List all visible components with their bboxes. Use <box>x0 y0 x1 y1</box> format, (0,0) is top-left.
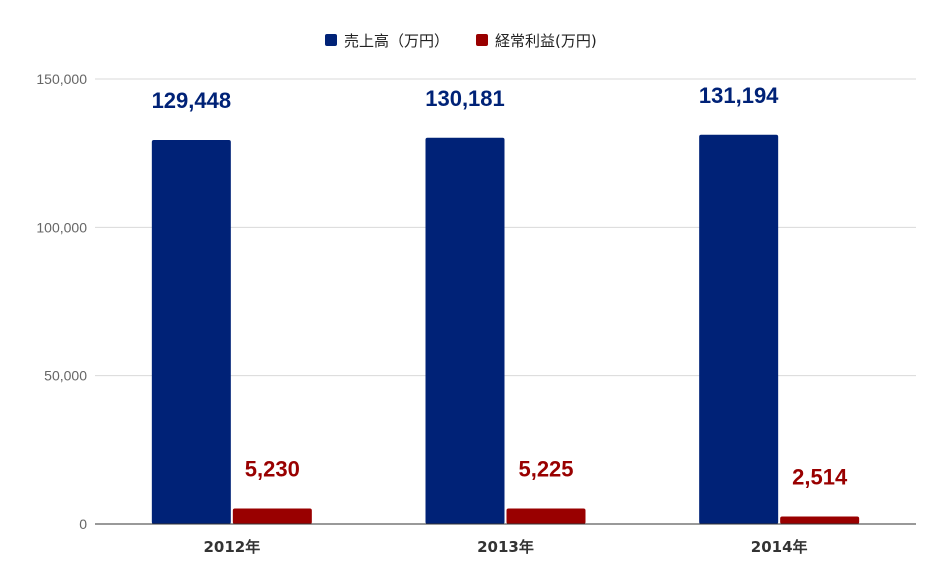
sales-bar <box>151 139 231 524</box>
bars <box>151 134 860 524</box>
gridlines <box>95 78 916 377</box>
x-tick-label: 2013年 <box>477 538 534 556</box>
y-tick-label: 100,000 <box>36 219 87 235</box>
x-axis-labels: 2012年 2013年 2014年 <box>203 538 807 556</box>
ordinary-profit-bar <box>780 516 860 524</box>
sales-bar <box>425 137 505 524</box>
legend-label-ordinary-profit: 経常利益(万円) <box>495 32 597 50</box>
ordinary-profit-bar <box>232 508 312 524</box>
y-tick-label: 0 <box>79 516 87 532</box>
ordinary-profit-data-label: 2,514 <box>792 465 848 490</box>
x-tick-label: 2014年 <box>751 538 808 556</box>
legend-label-sales: 売上高（万円） <box>344 32 449 50</box>
legend-swatch-ordinary-profit <box>476 34 488 46</box>
y-tick-label: 150,000 <box>36 71 87 87</box>
sales-data-label: 130,181 <box>425 86 505 111</box>
legend: 売上高（万円） 経常利益(万円) <box>325 32 597 50</box>
data-labels: 129,448 5,230 130,181 5,225 131,194 2,514 <box>152 83 848 490</box>
y-tick-label: 50,000 <box>44 368 87 384</box>
y-axis-labels: 0 50,000 100,000 150,000 <box>36 71 87 532</box>
sales-data-label: 131,194 <box>699 83 779 108</box>
sales-bar <box>699 134 779 524</box>
sales-data-label: 129,448 <box>152 88 232 113</box>
ordinary-profit-bar <box>506 508 586 524</box>
x-tick-label: 2012年 <box>203 538 260 556</box>
ordinary-profit-data-label: 5,230 <box>245 456 300 481</box>
ordinary-profit-data-label: 5,225 <box>518 456 573 481</box>
legend-swatch-sales <box>325 34 337 46</box>
